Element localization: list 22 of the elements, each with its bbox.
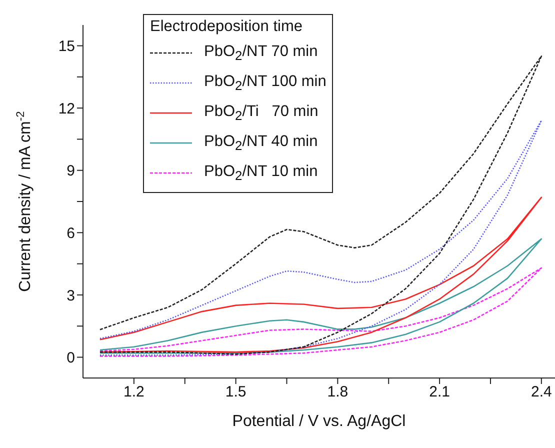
- y-tick-label: 0: [66, 350, 75, 367]
- x-tick-label: 1.5: [225, 384, 246, 401]
- legend-title: Electrodeposition time: [150, 18, 304, 36]
- y-tick-label: 9: [66, 162, 75, 180]
- x-tick-label: 2.4: [530, 384, 552, 401]
- y-tick-label: 6: [66, 224, 75, 242]
- legend-label: PbO$_{2}$/NT 10 min: [204, 162, 318, 184]
- x-tick-label: 1.2: [124, 384, 144, 401]
- y-tick-label: 3: [66, 287, 75, 304]
- line-series: [99, 120, 542, 356]
- legend-label: PbO$_{2}$/NT 100 min: [204, 72, 326, 94]
- legend-label: PbO$_{2}$/NT 40 min: [204, 132, 318, 154]
- line-series: [99, 196, 542, 353]
- x-tick-label: 1.8: [327, 384, 348, 401]
- y-tick-label: 12: [58, 100, 75, 118]
- legend-label: PbO$_{2}$/Ti 70 min: [204, 102, 318, 124]
- line-series: [99, 267, 542, 357]
- y-tick-label: 15: [58, 38, 75, 56]
- line-series: [99, 238, 542, 354]
- x-tick-label: 2.1: [429, 384, 450, 401]
- legend-label: PbO$_{2}$/NT 70 min: [204, 42, 318, 64]
- x-axis-title: Potential / V vs. Ag/AgCl: [232, 413, 406, 430]
